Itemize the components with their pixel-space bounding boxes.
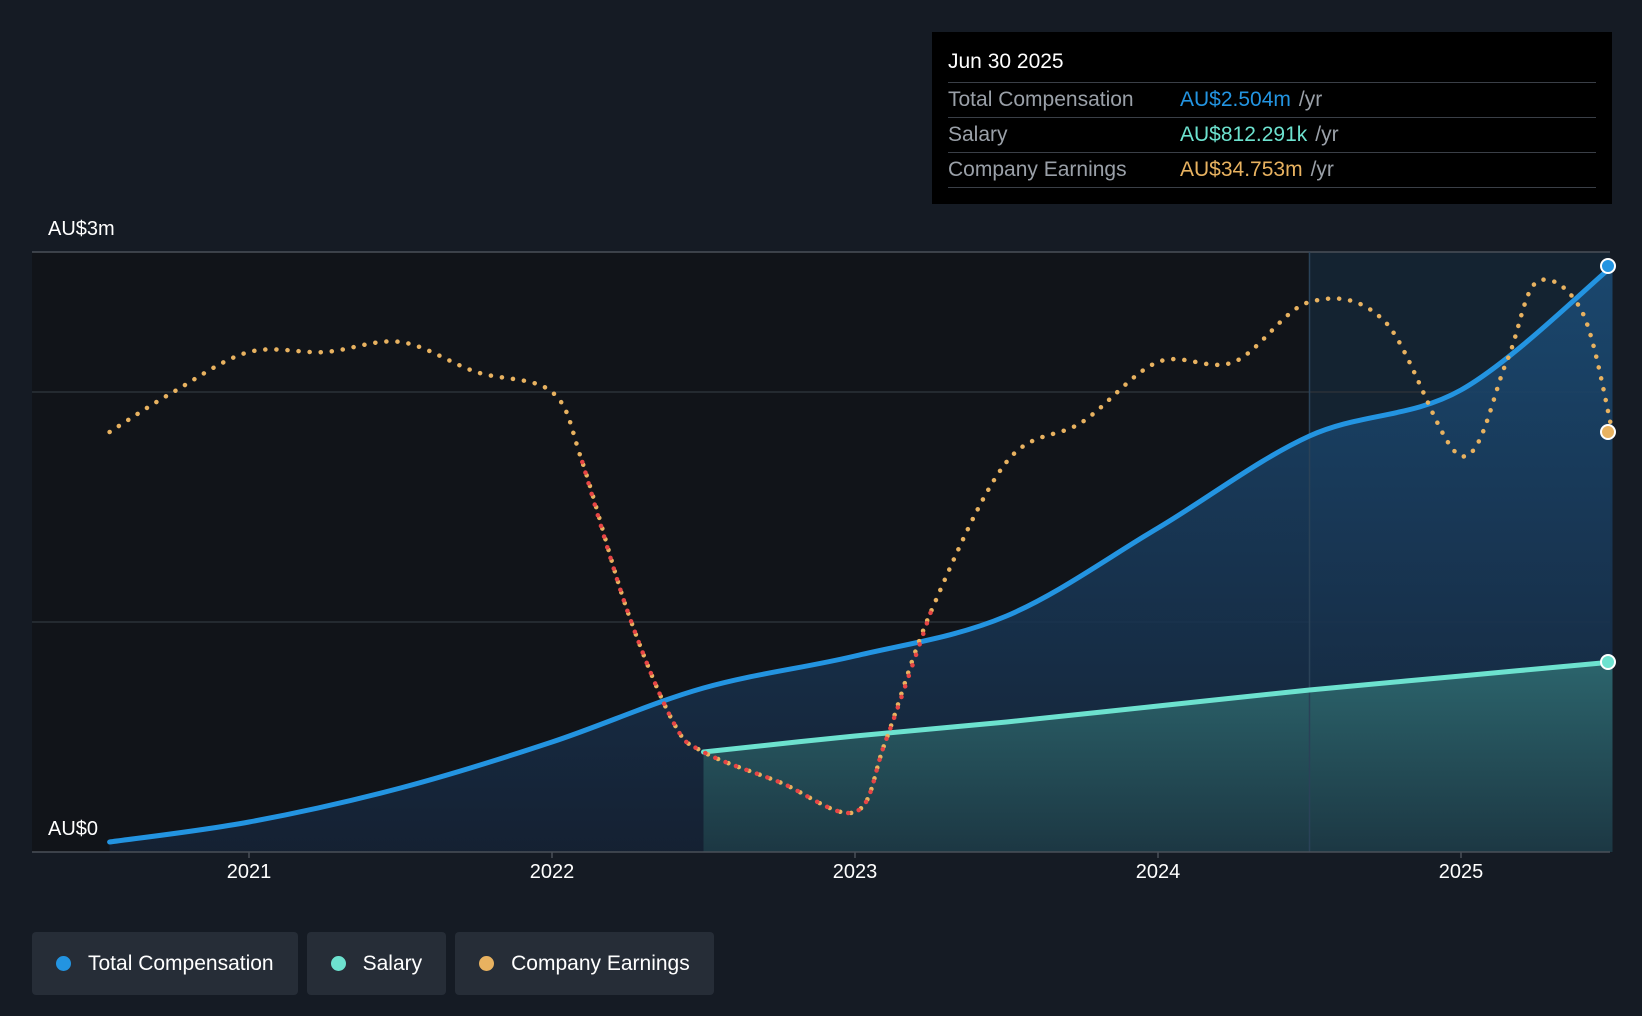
legend: Total Compensation Salary Company Earnin… (32, 932, 714, 995)
tooltip-label: Salary (948, 123, 1008, 146)
company-earnings-decline-path (580, 459, 934, 816)
tooltip-label: Total Compensation (948, 88, 1134, 111)
tooltip-date: Jun 30 2025 (948, 46, 1596, 83)
x-tick-label: 2023 (833, 861, 878, 883)
total-compensation-line (107, 263, 1615, 845)
x-tick-label: 2022 (530, 861, 575, 883)
legend-item-salary[interactable]: Salary (306, 932, 447, 995)
tooltip-value: AU$812.291k (1180, 123, 1308, 146)
legend-label: Company Earnings (511, 951, 690, 975)
salary-area (703, 662, 1613, 852)
legend-label: Total Compensation (88, 951, 274, 975)
company-earnings-line (107, 277, 1615, 816)
tooltip-row-salary: Salary AU$812.291k /yr (948, 118, 1596, 153)
tooltip-label: Company Earnings (948, 158, 1127, 181)
y-label-top: AU$3m (48, 218, 115, 240)
x-tick-label: 2025 (1439, 861, 1484, 883)
tooltip-row-earnings: Company Earnings AU$34.753m /yr (948, 153, 1596, 188)
y-label-bottom: AU$0 (48, 818, 98, 840)
total-compensation-end-marker (1600, 258, 1616, 274)
legend-item-company-earnings[interactable]: Company Earnings (455, 932, 714, 995)
tooltip-value: AU$2.504m (1180, 88, 1291, 111)
x-axis-ticks: 2021 2022 2023 2024 2025 (227, 852, 1484, 883)
end-markers (1600, 258, 1616, 670)
legend-dot-icon (479, 956, 495, 971)
company-earnings-end-marker (1600, 424, 1616, 440)
legend-dot-icon (56, 956, 71, 971)
tooltip-panel: Jun 30 2025 Total Compensation AU$2.504m… (932, 32, 1612, 204)
tooltip-unit: /yr (1310, 158, 1334, 181)
salary-line (701, 659, 1615, 755)
tooltip-unit: /yr (1298, 88, 1323, 111)
legend-dot-icon (330, 956, 346, 971)
x-tick-label: 2024 (1136, 861, 1181, 883)
salary-end-marker (1600, 654, 1616, 670)
tooltip-unit: /yr (1315, 123, 1339, 146)
tooltip-row-total: Total Compensation AU$2.504m /yr (948, 83, 1596, 118)
legend-label: Salary (362, 951, 423, 975)
tooltip-value: AU$34.753m (1180, 158, 1303, 181)
legend-item-total-compensation[interactable]: Total Compensation (32, 932, 298, 995)
x-tick-label: 2021 (227, 861, 272, 883)
